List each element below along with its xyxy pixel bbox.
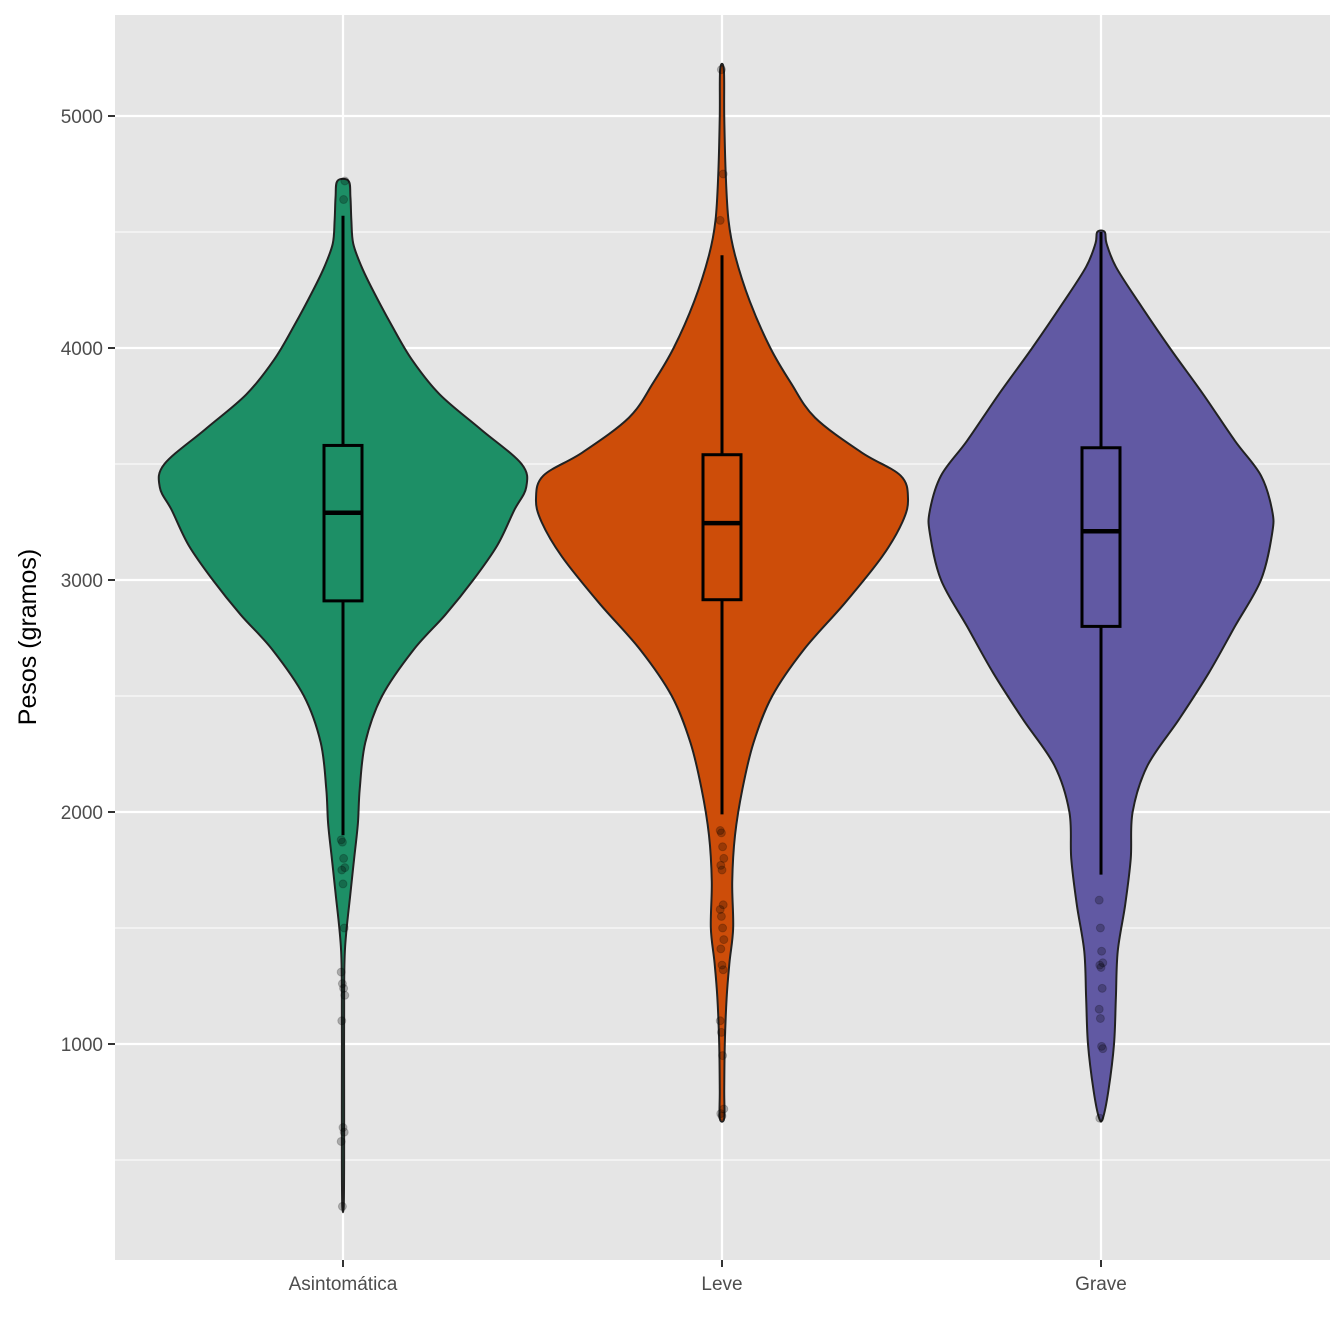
data-point [340, 990, 350, 1000]
data-point [339, 983, 349, 993]
data-point [717, 865, 727, 875]
y-tick-label: 4000 [61, 339, 103, 360]
data-point [1095, 960, 1105, 970]
data-point [336, 835, 346, 845]
data-point [717, 960, 727, 970]
y-tick-label: 1000 [61, 1035, 103, 1056]
data-point [337, 1201, 347, 1211]
x-axis: Asintomática Leve Grave [289, 1260, 1127, 1295]
data-point [1097, 983, 1107, 993]
y-axis-title: Pesos (gramos) [14, 549, 42, 725]
data-point [719, 935, 729, 945]
data-point [716, 1027, 726, 1037]
x-tick-label: Leve [701, 1274, 742, 1295]
data-point [337, 979, 347, 989]
data-point [719, 853, 729, 863]
data-point [1095, 923, 1105, 933]
y-tick-label: 3000 [61, 571, 103, 592]
x-tick-label: Asintomática [289, 1274, 398, 1295]
data-point [715, 826, 725, 836]
data-point [1094, 1004, 1104, 1014]
data-point [1098, 958, 1108, 968]
data-point [716, 911, 726, 921]
data-point [717, 1111, 727, 1121]
violin-group [534, 62, 910, 1123]
data-point [718, 965, 728, 975]
data-point [337, 865, 347, 875]
data-point [336, 1136, 346, 1146]
data-point [340, 863, 350, 873]
data-point [1095, 1013, 1105, 1023]
data-point [1098, 1044, 1108, 1054]
data-point [715, 1016, 725, 1026]
data-point [716, 1109, 726, 1119]
box [1080, 446, 1122, 628]
data-point [1094, 895, 1104, 905]
data-point [336, 967, 346, 977]
data-point [338, 879, 348, 889]
y-tick-label: 5000 [61, 107, 103, 128]
data-point [337, 1016, 347, 1026]
data-point [339, 923, 349, 933]
data-point [1096, 962, 1106, 972]
data-point [716, 65, 726, 75]
box [322, 443, 364, 603]
data-point [339, 1127, 349, 1137]
y-tick-label: 2000 [61, 803, 103, 824]
violins [157, 62, 1275, 1214]
violin-body [534, 62, 910, 1123]
data-point [715, 904, 725, 914]
data-point [1097, 1041, 1107, 1051]
data-point [718, 900, 728, 910]
data-point [337, 837, 347, 847]
data-point [718, 923, 728, 933]
data-point [716, 828, 726, 838]
y-axis: 1000 2000 3000 4000 5000 [61, 107, 115, 1056]
data-point [338, 1123, 348, 1133]
data-point [719, 1104, 729, 1114]
data-point [339, 853, 349, 863]
data-point [339, 195, 349, 205]
x-tick-label: Grave [1075, 1274, 1127, 1295]
data-point [718, 1051, 728, 1061]
data-point [718, 842, 728, 852]
data-point [716, 944, 726, 954]
data-point [1095, 1113, 1105, 1123]
violin-group [157, 176, 529, 1214]
data-point [340, 176, 350, 186]
data-point [716, 860, 726, 870]
violin-group [927, 229, 1275, 1123]
data-point [1097, 946, 1107, 956]
data-point [715, 215, 725, 225]
box [701, 453, 743, 602]
data-point [718, 169, 728, 179]
